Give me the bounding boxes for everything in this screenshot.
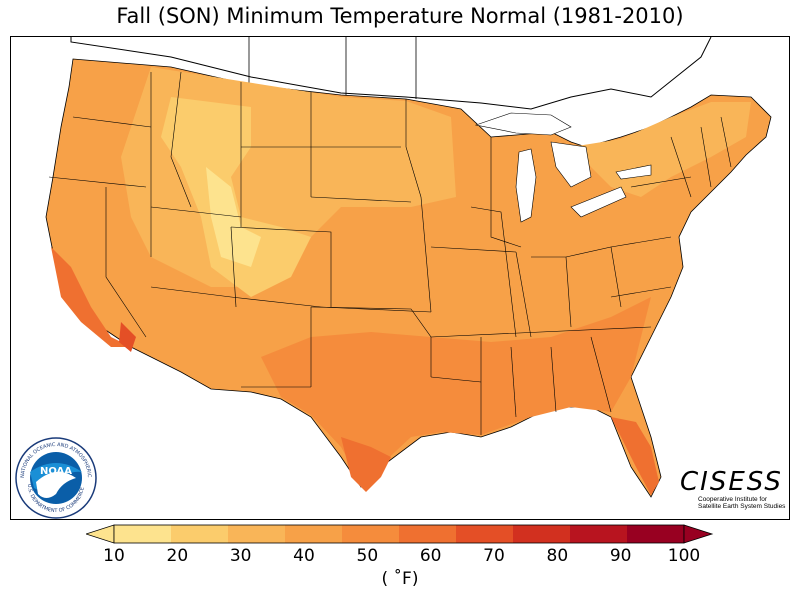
- noaa-logo: NATIONAL OCEANIC AND ATMOSPHERIC ADMINIS…: [14, 436, 97, 519]
- lake-superior: [474, 112, 572, 136]
- colorbar-tick-label: 80: [546, 546, 569, 566]
- colorbar-tick-label: 60: [419, 546, 442, 566]
- map-title: Fall (SON) Minimum Temperature Normal (1…: [116, 4, 684, 28]
- colorbar-cell: [513, 525, 570, 543]
- colorbar-tick-label: 70: [483, 546, 505, 566]
- zone-50-60: [261, 297, 651, 482]
- colorbar-cell: [114, 525, 171, 543]
- zone-10-20: [206, 167, 261, 267]
- colorbar-tick-label: 20: [166, 546, 189, 566]
- colorbar-cell: [342, 525, 399, 543]
- zone-70-80: [119, 322, 136, 352]
- colorbar-tick-label: 100: [667, 546, 701, 566]
- colorbar-cell: [171, 525, 228, 543]
- state-boundaries: [48, 71, 732, 435]
- colorbar-cell: [627, 525, 684, 543]
- cisess-logo: CISESS Cooperative Institute for Satelli…: [680, 468, 790, 510]
- colorbar-tick-label: 30: [229, 546, 252, 566]
- colorbar: [86, 524, 714, 544]
- noaa-text: NOAA: [40, 466, 72, 477]
- temperature-map: [10, 36, 790, 520]
- colorbar-cell: [570, 525, 627, 543]
- lake-erie: [570, 186, 627, 218]
- zone-60-70-ca: [51, 247, 131, 347]
- zone-20-30: [161, 97, 311, 297]
- colorbar-unit: ( ˚F): [381, 569, 419, 589]
- cisess-line1: Cooperative Institute for: [698, 496, 768, 503]
- lake-huron: [550, 141, 592, 188]
- colorbar-cell: [285, 525, 342, 543]
- colorbar-tick-label: 90: [609, 546, 632, 566]
- cisess-line2: Satellite Earth System Studies: [698, 503, 786, 510]
- colorbar-tick-label: 10: [103, 546, 125, 566]
- colorbar-cells: [113, 524, 685, 544]
- colorbar-low-arrow: [86, 524, 115, 544]
- colorbar-cell: [456, 525, 513, 543]
- cisess-name: CISESS: [680, 467, 783, 497]
- colorbar-cell: [399, 525, 456, 543]
- lake-michigan: [515, 148, 537, 223]
- zone-60-70-fl: [611, 417, 659, 495]
- canada-border: [70, 37, 712, 110]
- colorbar-tick-label: 50: [356, 546, 379, 566]
- conus-map-svg: [45, 37, 772, 498]
- zone-30-40-ne: [571, 102, 751, 197]
- colorbar-cell: [228, 525, 285, 543]
- colorbar-tick-label: 40: [293, 546, 315, 566]
- colorbar-high-arrow: [683, 524, 714, 544]
- lake-ontario: [615, 164, 652, 180]
- zone-60-70: [341, 437, 391, 492]
